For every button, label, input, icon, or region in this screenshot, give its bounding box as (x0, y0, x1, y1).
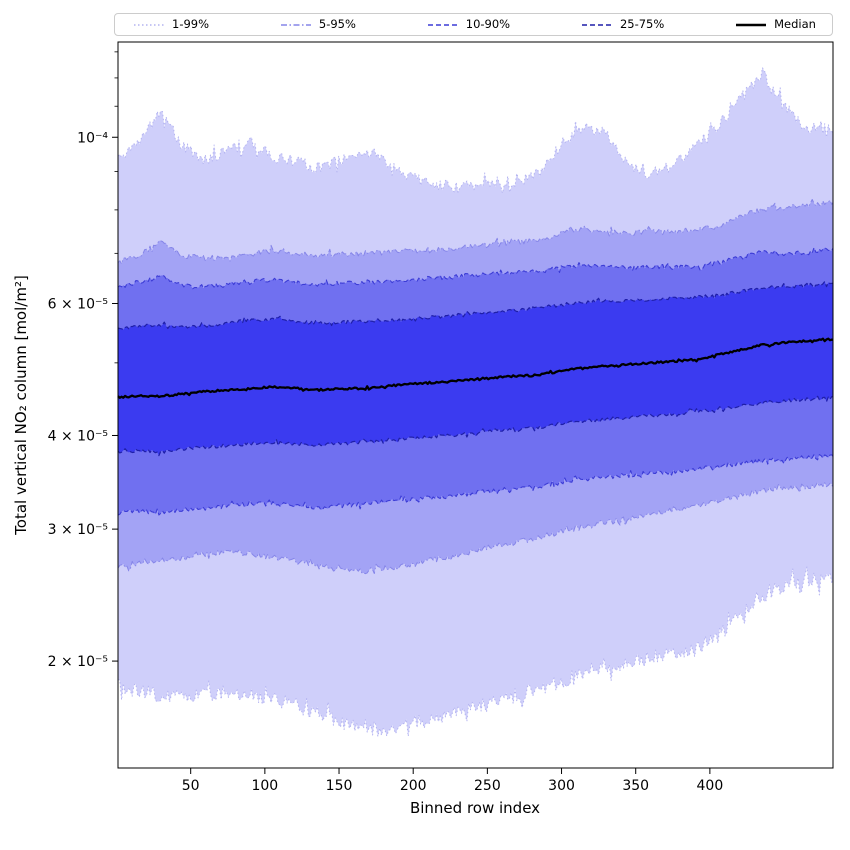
legend-item-5-95: 5-95% (280, 16, 356, 31)
legend-line-sample-10-90-icon (427, 23, 458, 26)
legend-item-25-75: 25-75% (581, 16, 665, 31)
x-axis-label: Binned row index (409, 799, 541, 817)
x-tick-label: 100 (251, 778, 278, 794)
percentile-line-p25 (117, 395, 834, 457)
x-tick-label: 350 (622, 778, 649, 794)
percentile-line-p90 (117, 247, 834, 290)
x-tick-label: 150 (326, 778, 353, 794)
percentile-line-p95 (117, 199, 834, 265)
x-tick-label: 300 (548, 778, 575, 794)
legend-label-1-99: 1-99% (172, 16, 210, 31)
y-tick-label: 10⁻⁴ (77, 130, 108, 146)
legend-line-sample-median-icon (736, 23, 767, 26)
y-axis-label: Total vertical NO₂ column [mol/m²] (12, 275, 30, 535)
x-tick-label: 50 (182, 778, 200, 794)
x-tick-label: 400 (697, 778, 724, 794)
percentile-line-p1 (117, 566, 834, 737)
y-tick-label: 6 × 10⁻⁵ (48, 297, 108, 313)
percentile-line-p5 (117, 481, 834, 575)
legend-label-5-95: 5-95% (318, 16, 356, 31)
x-tick-label: 250 (474, 778, 501, 794)
median-line (117, 337, 834, 399)
y-tick-label: 2 × 10⁻⁵ (48, 654, 108, 670)
legend-label-25-75: 25-75% (619, 16, 665, 31)
legend-label-median: Median (774, 16, 816, 31)
legend-line-sample-25-75-icon (581, 23, 612, 26)
legend-item-1-99: 1-99% (133, 16, 210, 31)
percentile-line-p10 (117, 454, 834, 516)
percentile-line-p99 (117, 67, 834, 194)
axes-border (117, 41, 834, 769)
legend-line-sample-5-95-icon (280, 23, 311, 26)
x-tick-label: 200 (400, 778, 427, 794)
legend-line-sample-1-99-icon (134, 23, 164, 26)
legend-label-10-90: 10-90% (465, 16, 511, 31)
y-tick-label: 4 × 10⁻⁵ (48, 428, 108, 444)
legend-item-10-90: 10-90% (427, 16, 511, 31)
percentile-line-p75 (117, 280, 834, 331)
band-25-75% (118, 281, 833, 456)
legend-item-median: Median (735, 16, 816, 31)
y-tick-label: 3 × 10⁻⁵ (48, 522, 108, 538)
legend: 1-99% 5-95% 10-90% 25-75% Median (114, 13, 833, 36)
